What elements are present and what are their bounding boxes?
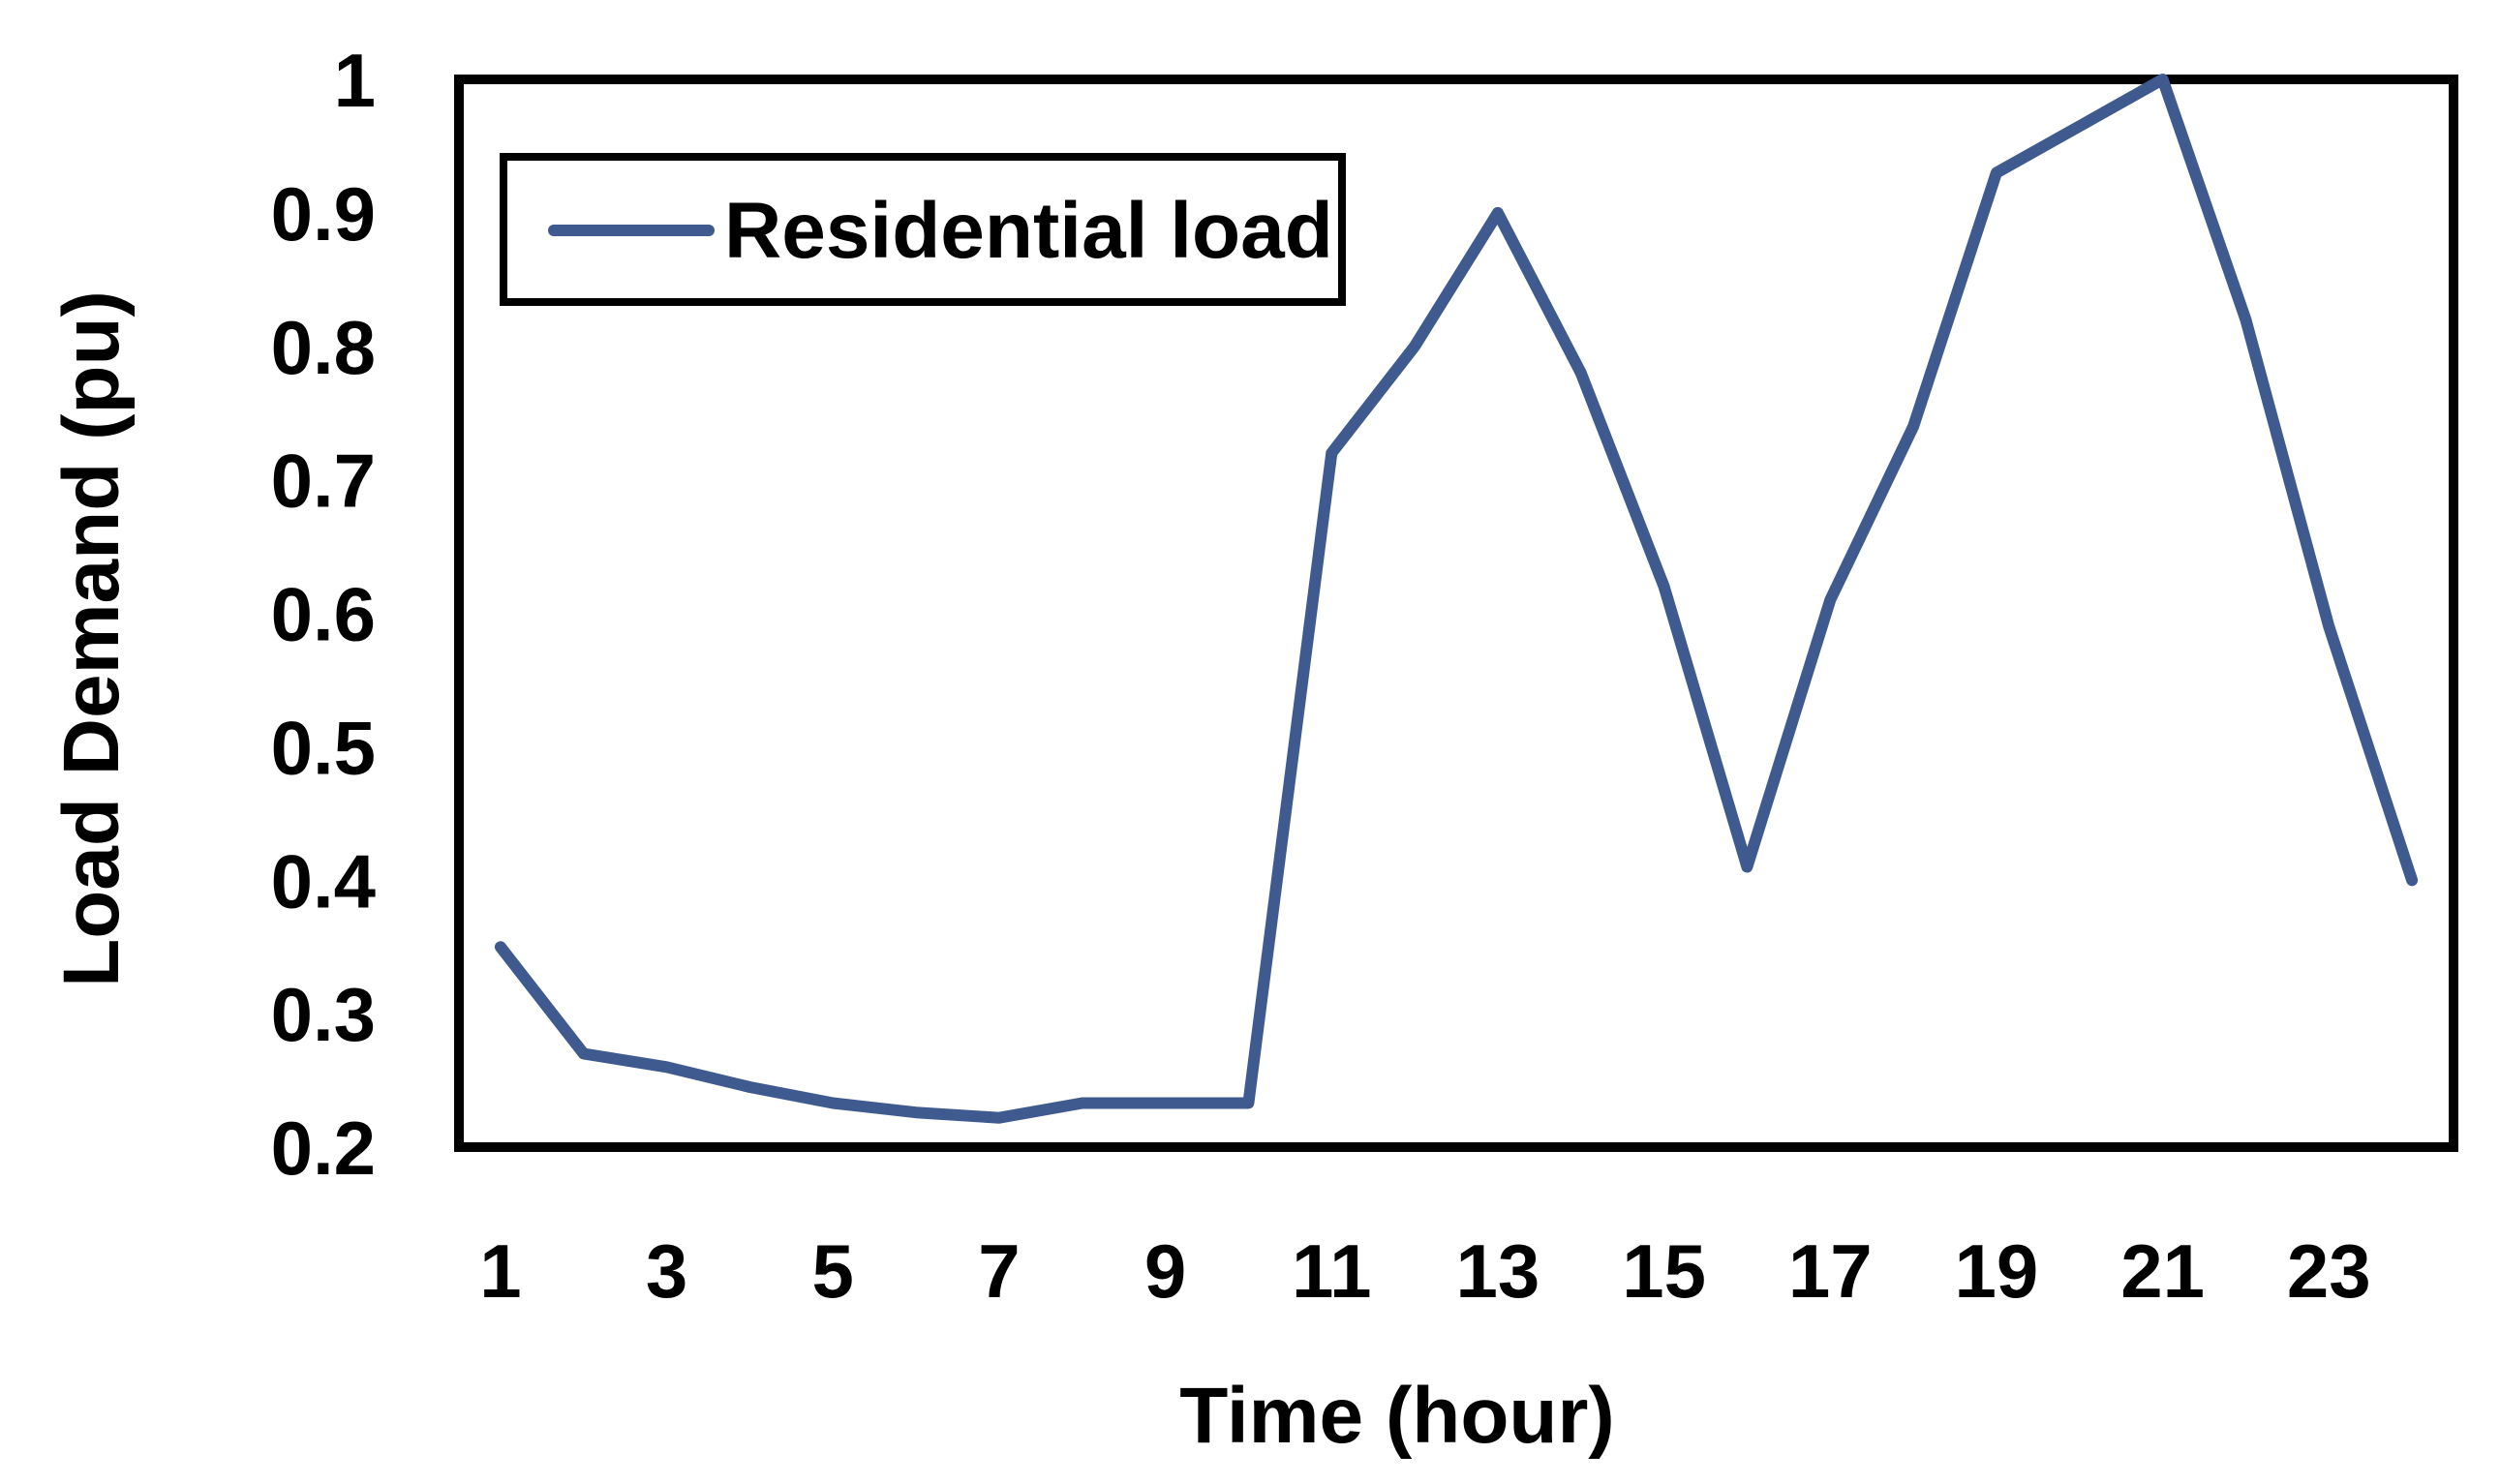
y-tick-label: 0.8 xyxy=(271,305,376,390)
y-axis-tick-labels: 0.2 0.3 0.4 0.5 0.6 0.7 0.8 0.9 1 xyxy=(271,38,376,1191)
y-tick-label: 1 xyxy=(334,38,376,123)
x-tick-label: 15 xyxy=(1622,1228,1706,1314)
y-axis-title: Load Demand (pu) xyxy=(47,290,136,987)
y-tick-label: 0.5 xyxy=(271,705,376,790)
legend: Residential load xyxy=(500,153,1346,306)
x-tick-label: 9 xyxy=(1144,1228,1186,1314)
y-tick-label: 0.9 xyxy=(271,171,376,257)
x-tick-label: 11 xyxy=(1292,1228,1371,1314)
y-tick-label: 0.2 xyxy=(271,1105,376,1191)
x-tick-label: 5 xyxy=(812,1228,854,1314)
x-tick-label: 21 xyxy=(2120,1228,2205,1314)
y-tick-label: 0.4 xyxy=(271,838,376,924)
x-tick-label: 3 xyxy=(646,1228,687,1314)
x-axis-title: Time (hour) xyxy=(1179,1372,1614,1460)
y-tick-label: 0.3 xyxy=(271,972,376,1057)
x-tick-label: 19 xyxy=(1955,1228,2039,1314)
series-layer xyxy=(494,74,2419,1124)
legend-box xyxy=(500,153,1346,306)
legend-label-residential-load: Residential load xyxy=(724,187,1333,275)
y-tick-label: 0.7 xyxy=(271,439,376,524)
x-tick-label: 7 xyxy=(978,1228,1020,1314)
x-tick-label: 13 xyxy=(1456,1228,1540,1314)
x-tick-label: 23 xyxy=(2287,1228,2371,1314)
y-tick-label: 0.6 xyxy=(271,572,376,657)
x-tick-label: 17 xyxy=(1788,1228,1873,1314)
plot-area-frame xyxy=(454,75,2458,1152)
x-axis-tick-labels: 1 3 5 7 9 11 13 15 17 19 21 23 xyxy=(479,1228,2370,1314)
series-line-residential-load xyxy=(494,74,2419,1124)
x-tick-label: 1 xyxy=(479,1228,521,1314)
